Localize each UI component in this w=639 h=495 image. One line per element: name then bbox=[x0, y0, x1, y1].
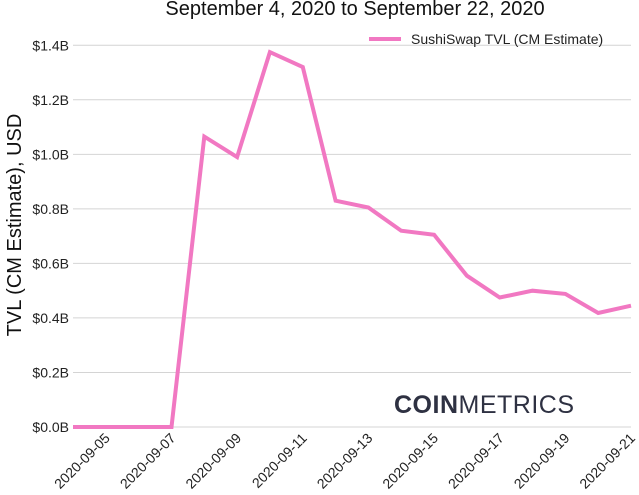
legend-label: SushiSwap TVL (CM Estimate) bbox=[411, 31, 603, 47]
x-tick-label: 2020-09-07 bbox=[117, 430, 179, 492]
y-tick-label: $0.4B bbox=[32, 310, 69, 326]
logo-bold-text: COIN bbox=[394, 391, 459, 419]
x-tick-labels: 2020-09-05 2020-09-07 2020-09-09 2020-09-11… bbox=[51, 430, 638, 492]
x-tick-label: 2020-09-13 bbox=[314, 430, 376, 492]
y-tick-label: $1.0B bbox=[32, 146, 69, 162]
gridlines bbox=[73, 44, 631, 428]
y-tick-label: $1.2B bbox=[32, 92, 69, 108]
x-tick-label: 2020-09-11 bbox=[249, 430, 310, 491]
x-tick-label: 2020-09-05 bbox=[51, 430, 113, 492]
coinmetrics-logo: COINMETRICS bbox=[394, 391, 575, 419]
y-tick-label: $1.4B bbox=[32, 37, 69, 53]
y-tick-label: $0.0B bbox=[32, 419, 69, 435]
x-tick-label: 2020-09-09 bbox=[182, 430, 244, 492]
series-lines bbox=[73, 49, 632, 429]
y-tick-label: $0.6B bbox=[32, 255, 69, 271]
legend: SushiSwap TVL (CM Estimate) bbox=[369, 31, 603, 47]
y-tick-label: $0.2B bbox=[32, 364, 69, 380]
y-tick-label: $0.8B bbox=[32, 201, 69, 217]
svg-text:COINMETRICS: COINMETRICS bbox=[394, 391, 575, 419]
x-tick-label: 2020-09-19 bbox=[511, 430, 573, 492]
chart-title: September 4, 2020 to September 22, 2020 bbox=[165, 0, 544, 20]
series-line-sushiswap-tvl bbox=[73, 49, 632, 429]
y-axis-label: TVL (CM Estimate), USD bbox=[4, 114, 26, 337]
x-tick-label: 2020-09-15 bbox=[379, 430, 441, 492]
logo-light-text: METRICS bbox=[459, 391, 575, 419]
y-tick-labels: $0.0B $0.2B $0.4B $0.6B $0.8B $1.0B $1.2B $1.4B bbox=[32, 37, 69, 435]
x-tick-label: 2020-09-21 bbox=[576, 430, 638, 492]
x-tick-label: 2020-09-17 bbox=[445, 430, 507, 492]
